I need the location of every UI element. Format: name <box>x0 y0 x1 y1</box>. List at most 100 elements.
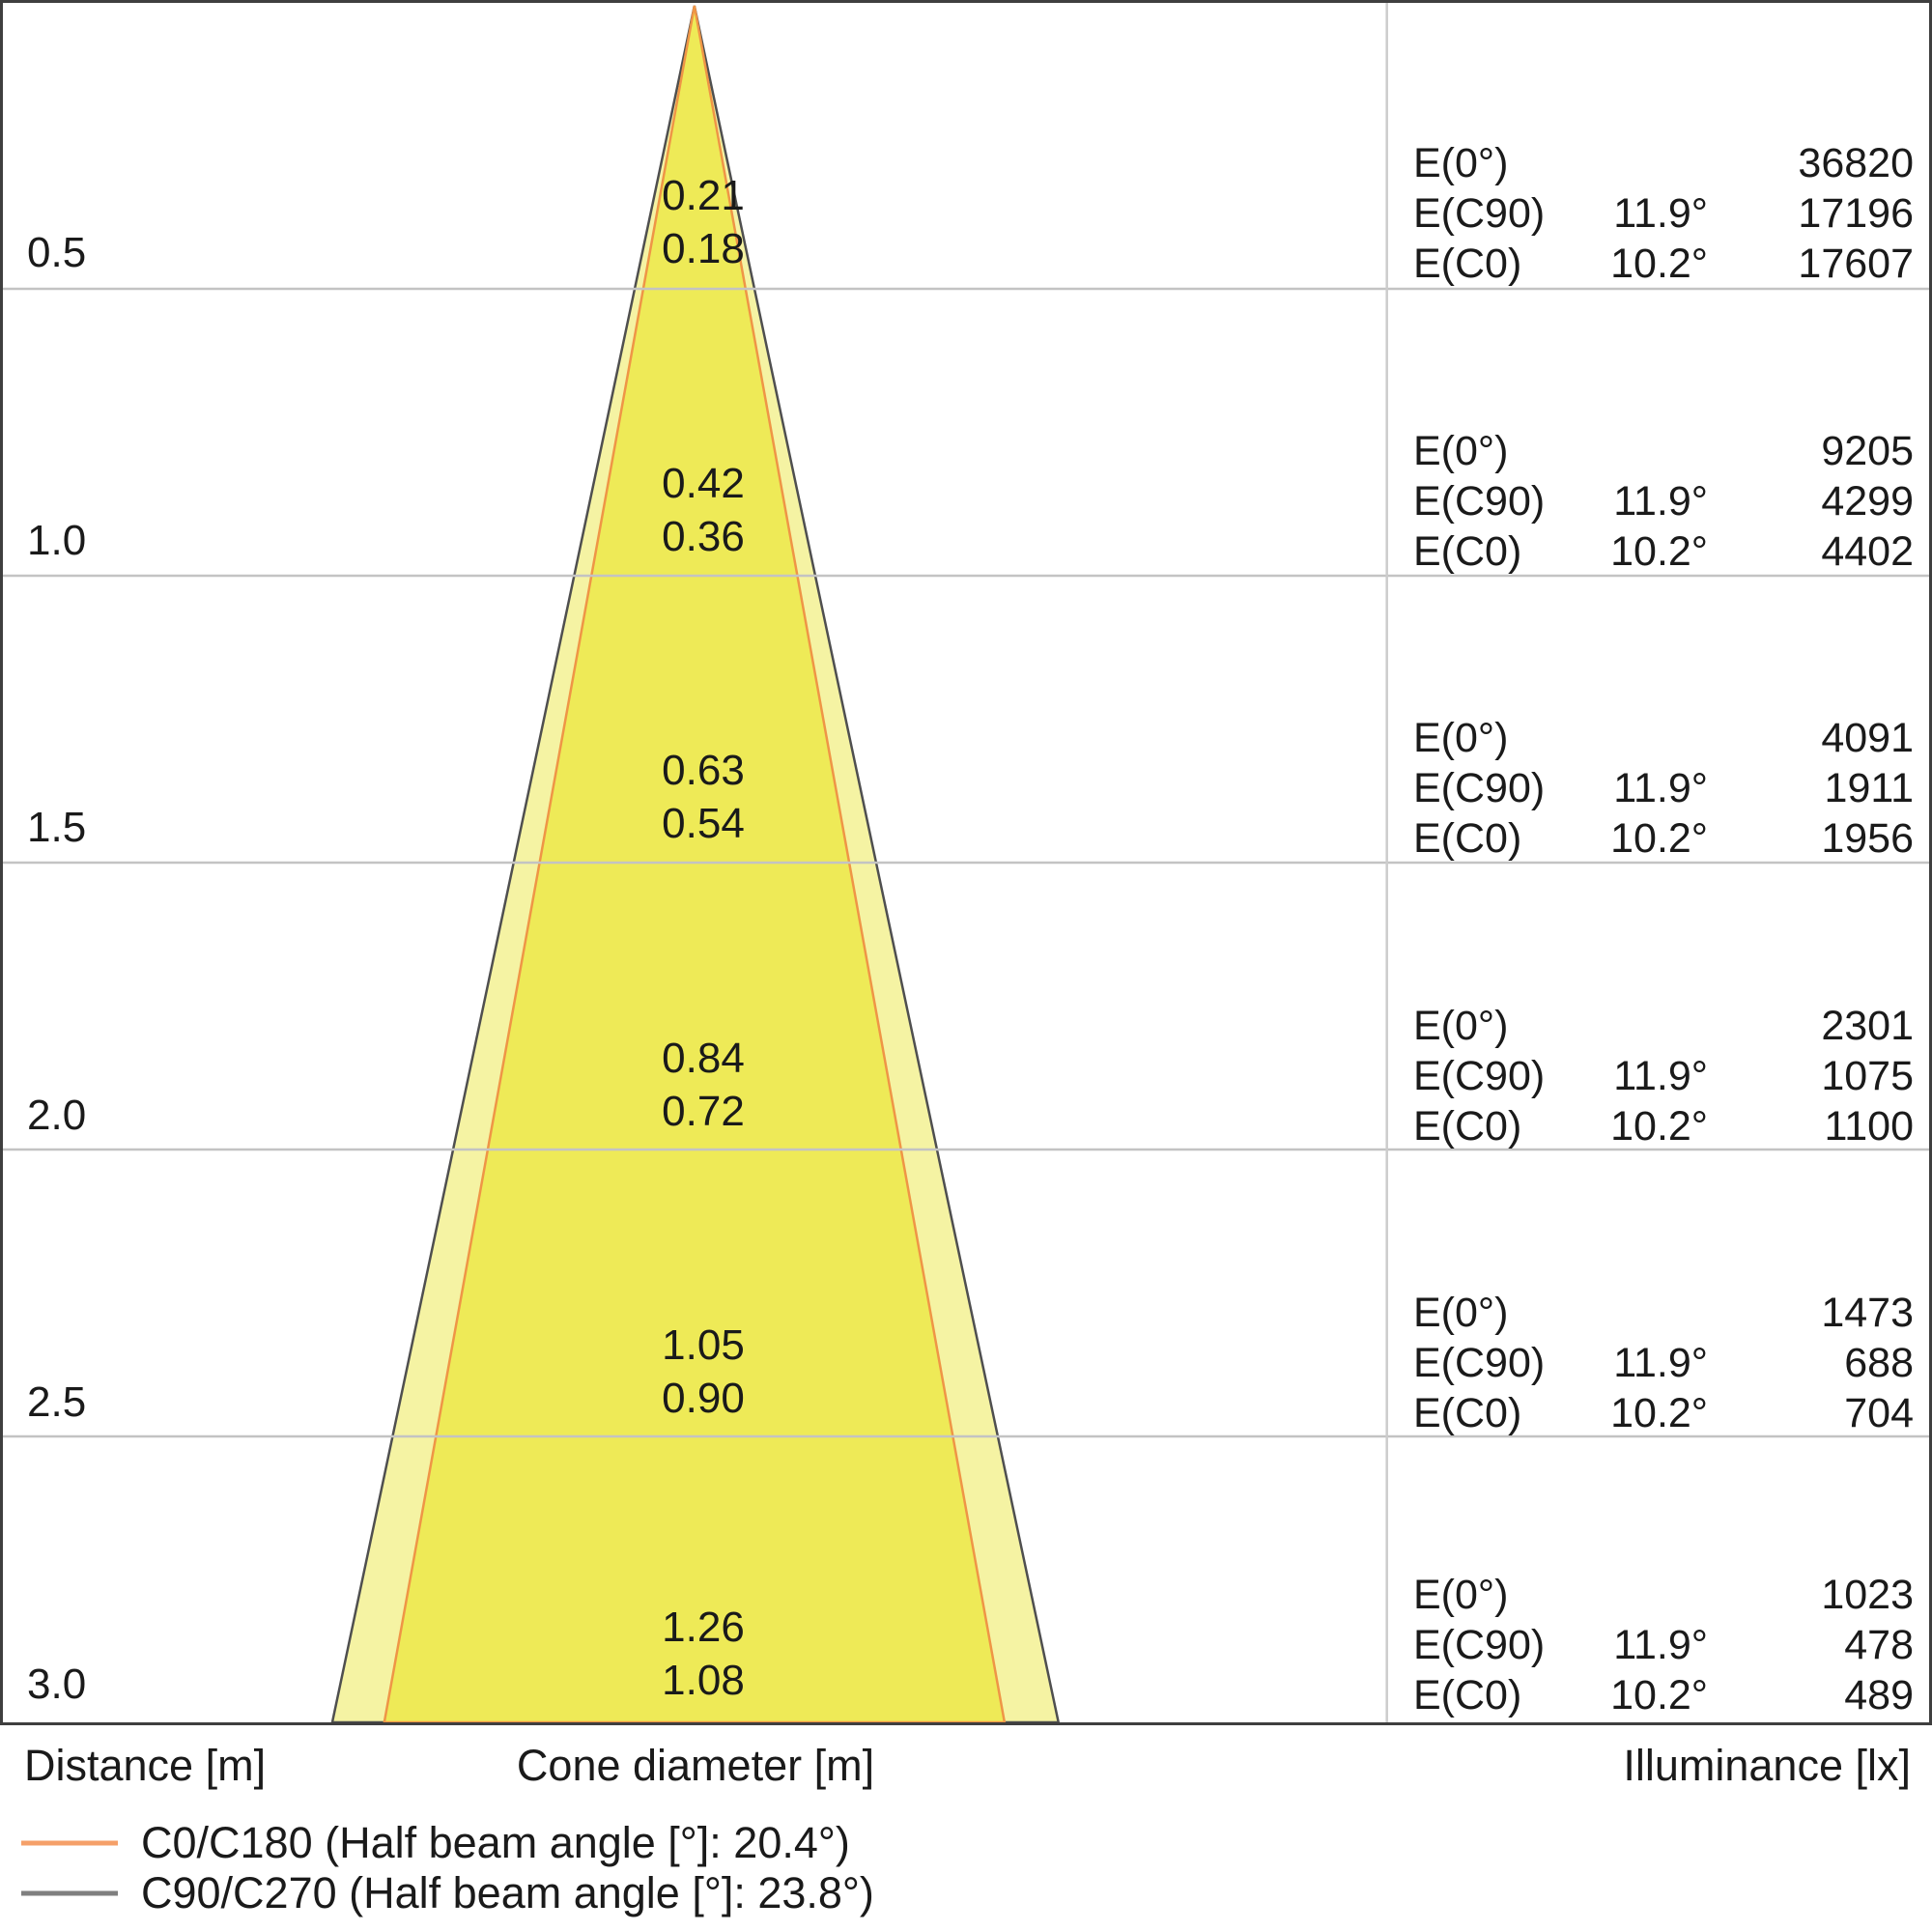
illuminance-block: E(0°) 9205 E(C90) 11.9° 4299 E(C0) 10.2° 4402 <box>1391 426 1932 579</box>
illuminance-block: E(0°) 1023 E(C90) 11.9° 478 E(C0) 10.2° 489 <box>1391 1570 1932 1722</box>
illuminance-line-ec0: E(C0) 10.2° 17607 <box>1413 239 1914 289</box>
ec90-label: E(C90) <box>1413 190 1546 237</box>
ec90-label: E(C90) <box>1413 1622 1546 1668</box>
cone-diagram-svg <box>3 3 1929 1722</box>
e0-value: 1023 <box>1821 1572 1914 1618</box>
legend-c0-line-icon <box>21 1840 118 1846</box>
illuminance-line-ec90: E(C90) 11.9° 1911 <box>1413 763 1914 813</box>
distance-label: 2.0 <box>27 1092 87 1139</box>
illuminance-line-ec0: E(C0) 10.2° 489 <box>1413 1670 1914 1720</box>
cone-diameter-c0: 0.72 <box>662 1088 745 1135</box>
illuminance-line-e0: E(0°) 9205 <box>1413 426 1914 476</box>
ec0-value: 489 <box>1844 1672 1914 1718</box>
e0-angle <box>1582 1570 1708 1620</box>
e0-label: E(0°) <box>1413 140 1509 186</box>
distance-label: 1.5 <box>27 804 87 851</box>
ec0-label: E(C0) <box>1413 528 1522 575</box>
e0-angle <box>1582 713 1708 763</box>
distance-label: 1.0 <box>27 517 87 564</box>
cone-diameter-c90: 1.26 <box>662 1604 745 1651</box>
e0-value: 1473 <box>1821 1290 1914 1336</box>
illuminance-line-ec90: E(C90) 11.9° 17196 <box>1413 188 1914 239</box>
e0-angle <box>1582 1288 1708 1338</box>
illuminance-block: E(0°) 4091 E(C90) 11.9° 1911 E(C0) 10.2° 1956 <box>1391 713 1932 866</box>
legend-c90-label: C90/C270 (Half beam angle [°]: 23.8°) <box>141 1868 874 1917</box>
illuminance-line-ec90: E(C90) 11.9° 4299 <box>1413 476 1914 526</box>
ec90-label: E(C90) <box>1413 1340 1546 1386</box>
ec90-angle: 11.9° <box>1613 478 1708 525</box>
cone-diameter-c0: 1.08 <box>662 1657 745 1704</box>
illuminance-line-e0: E(0°) 1473 <box>1413 1288 1914 1338</box>
illuminance-line-ec0: E(C0) 10.2° 4402 <box>1413 526 1914 577</box>
illuminance-line-ec0: E(C0) 10.2° 1956 <box>1413 813 1914 864</box>
axis-labels-row: Distance [m] Cone diameter [m] Illuminan… <box>0 1741 1932 1799</box>
e0-label: E(0°) <box>1413 1290 1509 1336</box>
ec0-angle: 10.2° <box>1610 1103 1708 1150</box>
legend-item-c90: C90/C270 (Half beam angle [°]: 23.8°) <box>19 1868 874 1917</box>
cone-diameter-axis-label: Cone diameter [m] <box>516 1741 875 1790</box>
cone-diameter-c0: 0.90 <box>662 1375 745 1422</box>
ec0-label: E(C0) <box>1413 1103 1522 1150</box>
ec0-angle: 10.2° <box>1610 528 1708 575</box>
ec0-angle: 10.2° <box>1610 241 1708 287</box>
ec0-angle: 10.2° <box>1610 1390 1708 1436</box>
legend-c90-line-icon <box>21 1890 118 1896</box>
ec90-value: 17196 <box>1798 190 1914 237</box>
e0-angle <box>1582 1001 1708 1051</box>
ec90-value: 1911 <box>1824 765 1914 811</box>
cone-diameter-values: 0.84 0.72 <box>413 1032 993 1138</box>
cone-diameter-values: 0.21 0.18 <box>413 169 993 275</box>
cone-diameter-c90: 0.63 <box>662 747 745 794</box>
illuminance-line-ec0: E(C0) 10.2° 704 <box>1413 1388 1914 1438</box>
illuminance-line-e0: E(0°) 1023 <box>1413 1570 1914 1620</box>
illuminance-line-e0: E(0°) 36820 <box>1413 138 1914 188</box>
distance-label: 3.0 <box>27 1661 87 1708</box>
e0-value: 9205 <box>1821 428 1914 474</box>
row-0-5m: 0.5 0.21 0.18 E(0°) 36820 E(C90) 11.9° 1719… <box>3 3 1932 291</box>
illuminance-line-ec90: E(C90) 11.9° 478 <box>1413 1620 1914 1670</box>
cone-diagram-chart: 0.5 0.21 0.18 E(0°) 36820 E(C90) 11.9° 1719… <box>0 0 1932 1725</box>
ec90-value: 4299 <box>1821 478 1914 525</box>
ec0-angle: 10.2° <box>1610 815 1708 862</box>
ec90-angle: 11.9° <box>1613 1622 1708 1668</box>
ec0-value: 1956 <box>1821 815 1914 862</box>
distance-label: 2.5 <box>27 1378 87 1426</box>
cone-diameter-c90: 0.21 <box>662 172 745 219</box>
illuminance-line-ec90: E(C90) 11.9° 688 <box>1413 1338 1914 1388</box>
illuminance-block: E(0°) 36820 E(C90) 11.9° 17196 E(C0) 10.2° 17… <box>1391 138 1932 291</box>
row-1-5m: 1.5 0.63 0.54 E(0°) 4091 E(C90) 11.9° 1911 … <box>3 578 1932 866</box>
ec90-value: 478 <box>1844 1622 1914 1668</box>
illuminance-block: E(0°) 1473 E(C90) 11.9° 688 E(C0) 10.2° 704 <box>1391 1288 1932 1440</box>
legend-item-c0: C0/C180 (Half beam angle [°]: 20.4°) <box>19 1818 874 1867</box>
ec0-label: E(C0) <box>1413 815 1522 862</box>
cone-diameter-c90: 0.84 <box>662 1035 745 1082</box>
row-2-0m: 2.0 0.84 0.72 E(0°) 2301 E(C90) 11.9° 1075 … <box>3 866 1932 1153</box>
ec0-value: 1100 <box>1824 1103 1914 1150</box>
ec90-label: E(C90) <box>1413 478 1546 525</box>
legend: C0/C180 (Half beam angle [°]: 20.4°) C90… <box>19 1818 874 1917</box>
e0-label: E(0°) <box>1413 1003 1509 1049</box>
cone-diameter-c90: 0.42 <box>662 460 745 507</box>
ec0-value: 704 <box>1844 1390 1914 1436</box>
ec90-angle: 11.9° <box>1613 765 1708 811</box>
ec0-value: 17607 <box>1798 241 1914 287</box>
cone-diameter-c90: 1.05 <box>662 1321 745 1369</box>
ec90-angle: 11.9° <box>1613 1053 1708 1099</box>
ec0-label: E(C0) <box>1413 1390 1522 1436</box>
illuminance-line-ec0: E(C0) 10.2° 1100 <box>1413 1101 1914 1151</box>
e0-value: 36820 <box>1798 140 1914 186</box>
row-3-0m: 3.0 1.26 1.08 E(0°) 1023 E(C90) 11.9° 478 E… <box>3 1434 1932 1722</box>
illuminance-line-e0: E(0°) 2301 <box>1413 1001 1914 1051</box>
ec0-angle: 10.2° <box>1610 1672 1708 1718</box>
e0-angle <box>1582 426 1708 476</box>
ec90-value: 1075 <box>1821 1053 1914 1099</box>
illuminance-axis-label: Illuminance [lx] <box>1623 1741 1911 1790</box>
cone-diameter-c0: 0.54 <box>662 800 745 847</box>
ec90-label: E(C90) <box>1413 765 1546 811</box>
cone-diameter-c0: 0.18 <box>662 225 745 272</box>
illuminance-line-e0: E(0°) 4091 <box>1413 713 1914 763</box>
distance-label: 0.5 <box>27 229 87 276</box>
ec0-value: 4402 <box>1821 528 1914 575</box>
cone-diameter-values: 0.42 0.36 <box>413 457 993 563</box>
